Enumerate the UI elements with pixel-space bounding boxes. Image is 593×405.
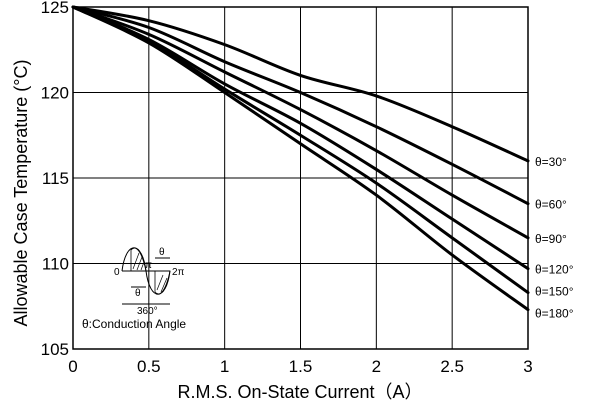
inset-two-pi-label: 2π <box>172 267 185 278</box>
y-tick-label: 115 <box>42 169 69 188</box>
x-tick-label: 1 <box>220 357 229 376</box>
y-tick-label: 110 <box>42 255 69 274</box>
x-axis-label: R.M.S. On-State Current（A） <box>177 382 422 402</box>
series-label: θ=30° <box>535 155 567 169</box>
tick-labels: 0 0.5 1 1.5 2 2.5 3 105 110 115 120 125 <box>41 0 533 376</box>
grid <box>73 7 528 349</box>
inset-pi-label: π <box>145 260 152 271</box>
inset-theta-label: θ <box>135 288 141 299</box>
series-line <box>71 5 530 240</box>
inset-negative-halfwave <box>145 270 171 295</box>
x-tick-label: 2.5 <box>440 357 464 376</box>
series-label: θ=150° <box>535 285 574 299</box>
series-lines <box>71 5 530 312</box>
series-line <box>71 5 530 312</box>
inset-hatch-negative <box>154 270 171 295</box>
series-line <box>71 5 530 163</box>
inset-hatch-line <box>132 252 140 270</box>
inset-hatch-line <box>156 274 164 291</box>
series-label: θ=120° <box>535 263 574 277</box>
inset-caption: θ:Conduction Angle <box>82 317 186 331</box>
axes <box>72 6 529 350</box>
inset-hatch-positive <box>130 247 147 272</box>
series-line <box>71 5 530 206</box>
y-tick-label: 120 <box>41 84 69 103</box>
y-tick-label: 125 <box>41 0 69 17</box>
inset-positive-halfwave <box>121 247 147 272</box>
inset-period-label: 360° <box>137 306 158 317</box>
series-line <box>71 5 530 271</box>
series-labels: θ=30° θ=60° θ=90° θ=120° θ=150° θ=180° <box>535 155 574 321</box>
plot-frame <box>72 6 529 350</box>
series-label: θ=90° <box>535 232 567 246</box>
series-label: θ=180° <box>535 307 574 321</box>
conduction-angle-inset: 0 π 2π θ θ 360° θ:Conduction Angle <box>82 247 186 331</box>
inset-theta-label: θ <box>159 247 165 258</box>
inset-hatch-line <box>140 261 145 271</box>
x-tick-label: 0 <box>68 357 77 376</box>
x-tick-label: 0.5 <box>137 357 161 376</box>
x-tick-label: 1.5 <box>289 357 313 376</box>
inset-hatch-line <box>136 256 143 271</box>
inset-zero-label: 0 <box>114 267 120 278</box>
y-axis-label: Allowable Case Temperature (°C) <box>11 60 31 327</box>
x-tick-label: 3 <box>523 357 532 376</box>
x-tick-label: 2 <box>372 357 381 376</box>
inset-hatch-line <box>160 277 168 293</box>
series-label: θ=60° <box>535 198 567 212</box>
y-tick-label: 105 <box>41 340 69 359</box>
